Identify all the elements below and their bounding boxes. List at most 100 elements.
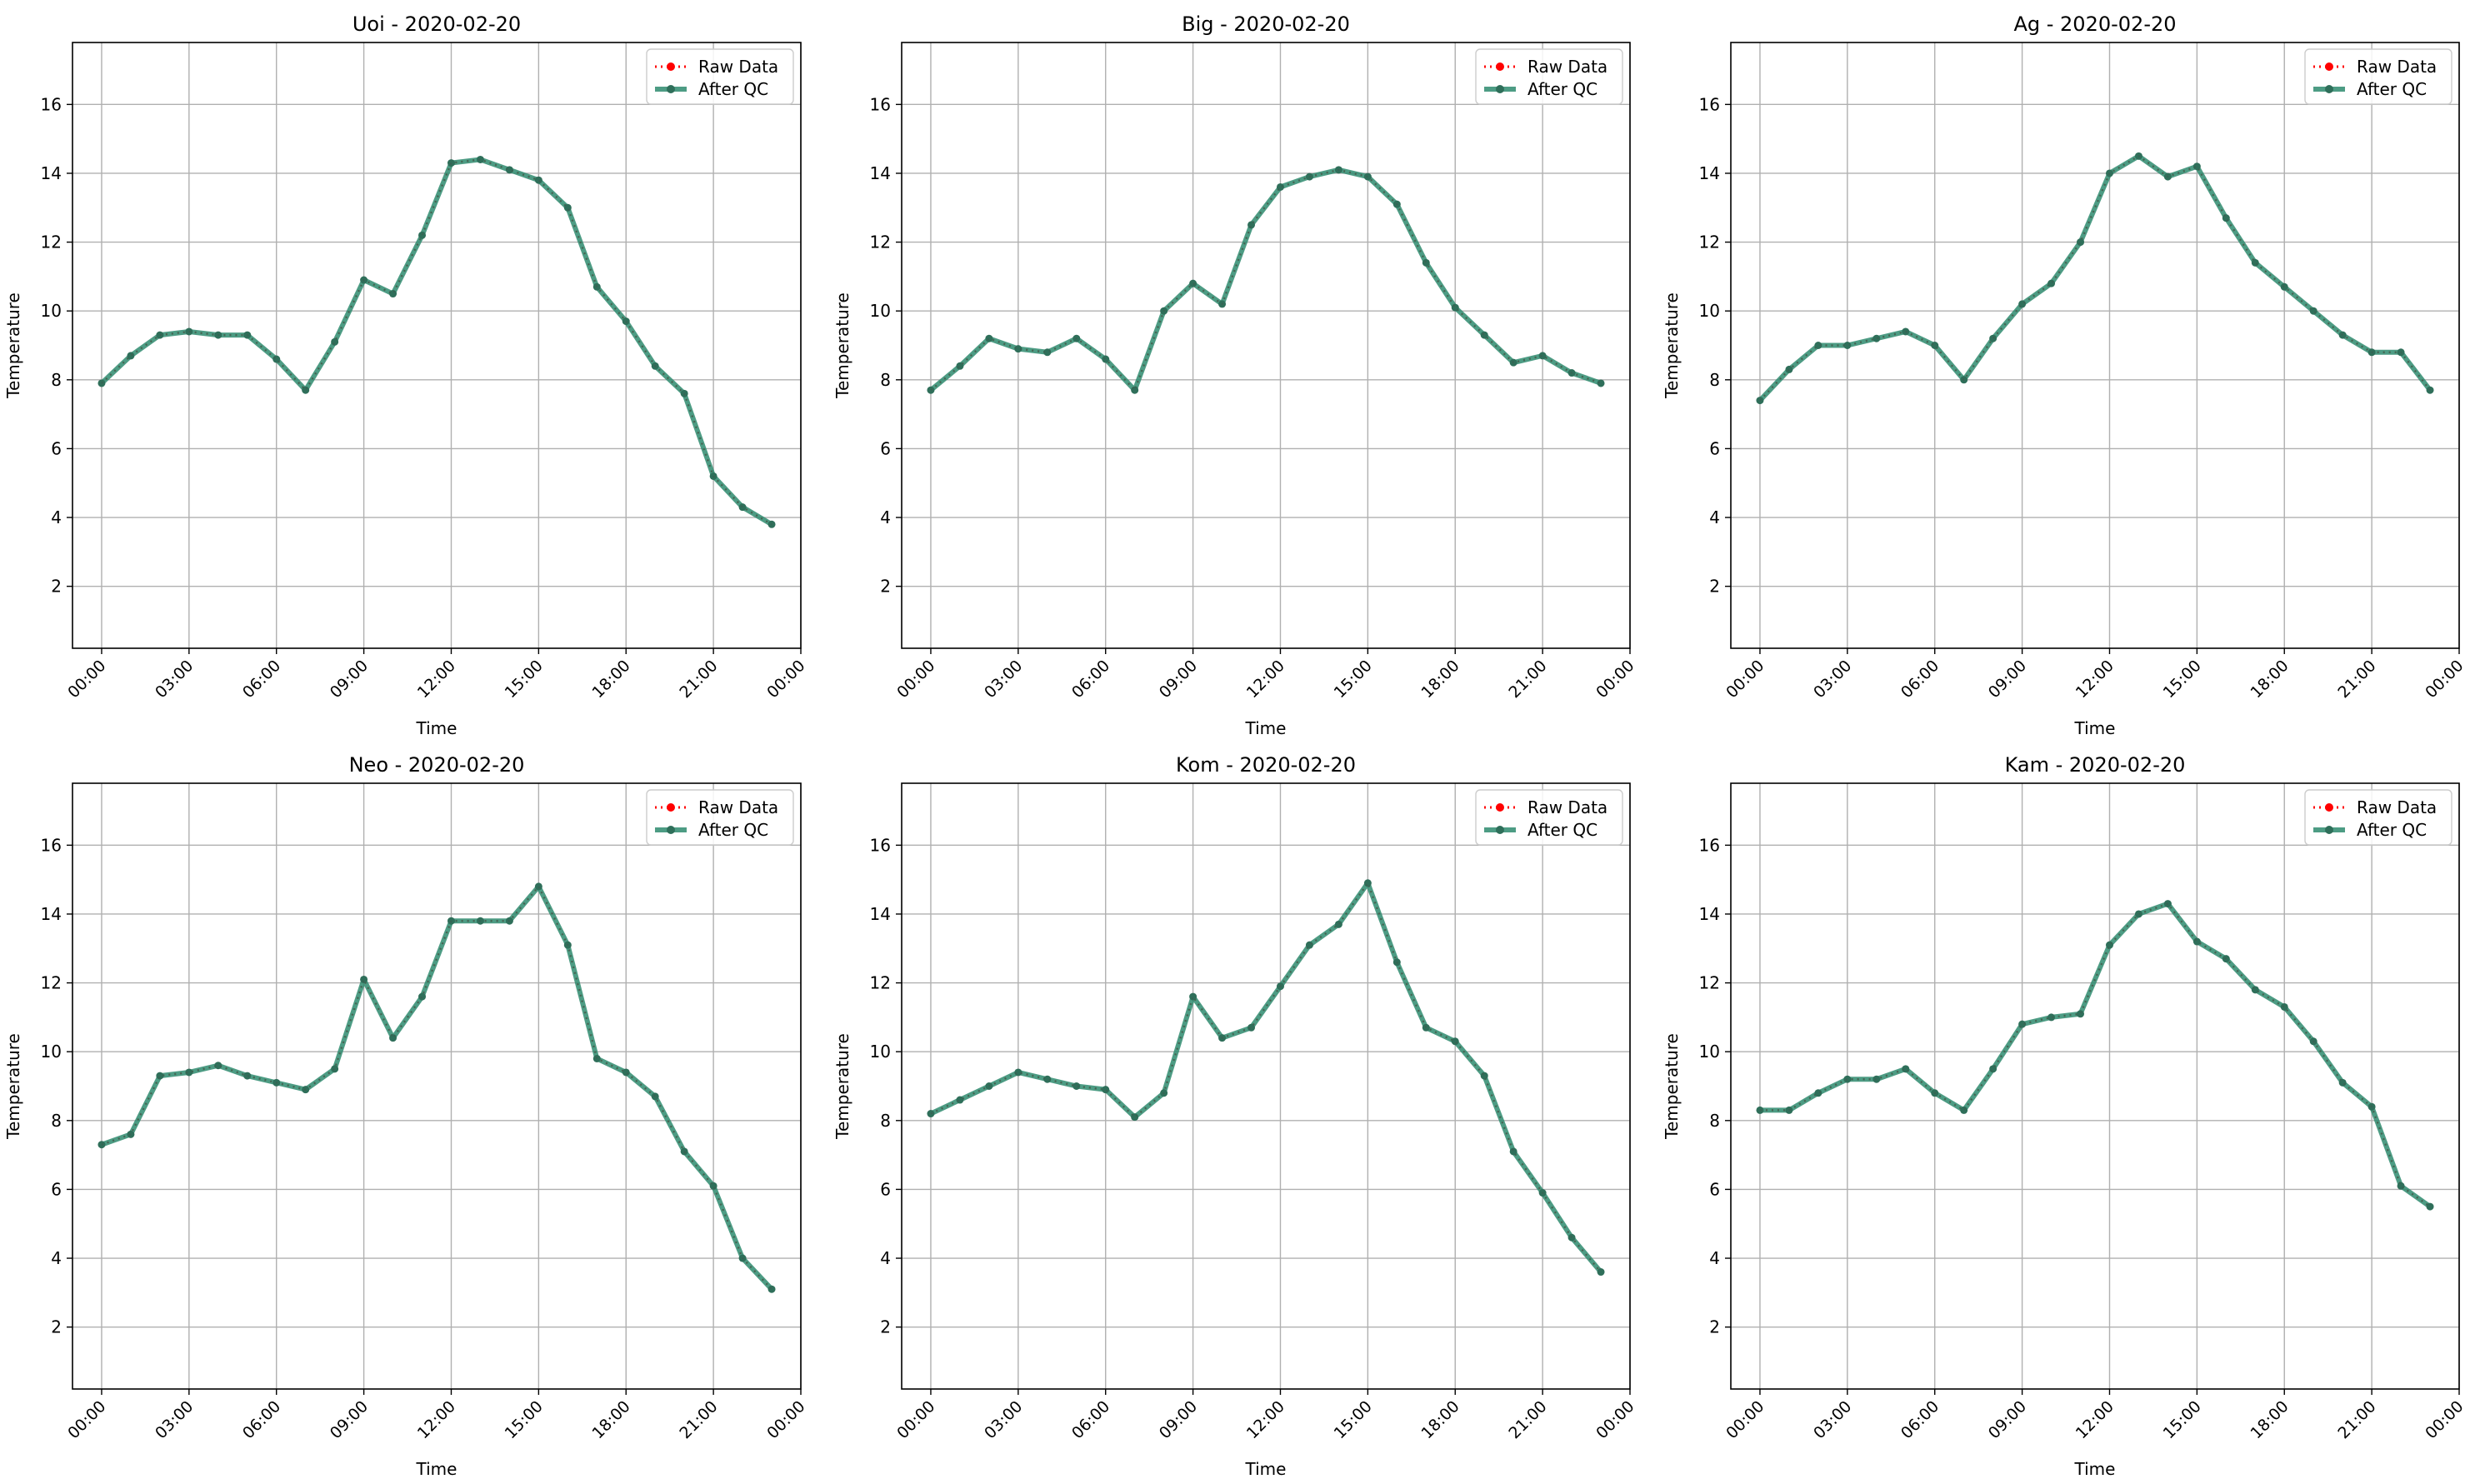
after-qc-point [1872, 1075, 1881, 1083]
legend-qc-label: After QC [2357, 820, 2427, 840]
after-qc-point [476, 155, 484, 163]
after-qc-point [1102, 1086, 1110, 1094]
after-qc-point [331, 1065, 339, 1073]
legend-raw-label: Raw Data [1528, 797, 1608, 817]
x-tick-label: 03:00 [152, 657, 197, 702]
x-tick-label: 06:00 [1068, 1397, 1113, 1442]
y-tick-label: 8 [1709, 370, 1720, 390]
after-qc-point [1960, 1106, 1968, 1114]
after-qc-point [156, 331, 164, 339]
after-qc-point [1102, 355, 1110, 363]
legend-raw-marker [1496, 62, 1504, 71]
after-qc-point [2426, 1202, 2434, 1211]
x-tick-label: 06:00 [1068, 657, 1113, 702]
raw-data-line [1759, 154, 2432, 402]
x-tick-label: 00:00 [1592, 657, 1638, 702]
after-qc-point [1872, 334, 1881, 342]
after-qc-point [1480, 331, 1488, 339]
y-tick-label: 6 [1709, 1179, 1720, 1199]
x-axis-label: Time [2074, 1459, 2116, 1479]
chart-panel-2: 00:00 03:00 06:00 09:00 12:00 15:00 18:00 21:00… [1662, 12, 2468, 738]
y-tick-label: 16 [870, 835, 891, 855]
after-qc-point [1814, 342, 1822, 349]
x-tick-label: 00:00 [64, 657, 109, 702]
x-tick-label: 15:00 [502, 1397, 547, 1442]
legend-qc-marker [667, 826, 675, 834]
y-tick-label: 16 [1699, 94, 1720, 114]
after-qc-point [1422, 1023, 1430, 1032]
y-tick-label: 10 [870, 1042, 891, 1062]
y-tick-label: 10 [1699, 301, 1720, 321]
after-qc-point [738, 503, 747, 512]
y-axis-label: Temperature [1662, 1033, 1682, 1140]
after-qc-point [1843, 342, 1852, 349]
after-qc-point [592, 1054, 601, 1062]
x-tick-label: 09:00 [327, 657, 372, 702]
legend-raw-label: Raw Data [698, 797, 778, 817]
after-qc-point [1538, 352, 1547, 360]
x-tick-label: 15:00 [1331, 657, 1376, 702]
y-tick-label: 14 [870, 904, 891, 924]
chart-panel-0: 00:00 03:00 06:00 09:00 12:00 15:00 18:00 21:00… [3, 12, 809, 738]
y-tick-label: 16 [870, 94, 891, 114]
after-qc-point [2192, 162, 2201, 171]
x-tick-label: 00:00 [2422, 1397, 2467, 1442]
after-qc-point [534, 176, 542, 184]
after-qc-point [1451, 1037, 1459, 1046]
x-tick-label: 06:00 [1898, 657, 1942, 702]
after-qc-point [1785, 365, 1793, 373]
x-tick-label: 03:00 [1810, 657, 1855, 702]
raw-data-overlay [101, 885, 772, 1290]
axes-frame [1730, 782, 2460, 1390]
after-qc-point [1189, 279, 1198, 287]
x-axis-label: Time [1245, 718, 1287, 738]
x-tick-label: 12:00 [2072, 1397, 2118, 1442]
x-tick-label: 18:00 [588, 1397, 633, 1442]
legend-raw-marker [1496, 803, 1504, 812]
x-tick-label: 12:00 [1243, 657, 1288, 702]
y-tick-label: 8 [51, 370, 62, 390]
after-qc-line [99, 157, 773, 527]
x-tick-label: 03:00 [1810, 1397, 1855, 1442]
x-tick-label: 00:00 [1722, 657, 1768, 702]
legend-raw-label: Raw Data [698, 57, 778, 77]
after-qc-point [505, 166, 513, 174]
chart-title: Neo - 2020-02-20 [349, 753, 525, 777]
chart-title: Kom - 2020-02-20 [1176, 753, 1356, 777]
y-axis-label: Temperature [3, 1033, 23, 1140]
y-tick-label: 2 [880, 1317, 891, 1337]
legend-qc-label: After QC [698, 79, 768, 99]
x-tick-label: 12:00 [1243, 1397, 1288, 1442]
x-tick-label: 00:00 [2422, 657, 2467, 702]
after-qc-line [1759, 901, 2432, 1209]
axes-frame [901, 42, 1631, 649]
x-tick-label: 21:00 [676, 1397, 721, 1442]
legend-raw-marker [667, 803, 675, 812]
chart-title: Uoi - 2020-02-20 [352, 12, 521, 36]
x-tick-label: 00:00 [763, 1397, 808, 1442]
after-qc-point [214, 1062, 222, 1070]
x-tick-label: 03:00 [152, 1397, 197, 1442]
after-qc-point [1131, 386, 1139, 394]
y-tick-label: 10 [870, 301, 891, 321]
x-tick-label: 00:00 [64, 1397, 109, 1442]
after-qc-point [680, 1147, 688, 1156]
y-tick-label: 2 [880, 577, 891, 597]
after-qc-point [2105, 941, 2113, 949]
after-qc-point [1334, 920, 1342, 928]
x-tick-label: 18:00 [2247, 657, 2292, 702]
x-tick-label: 21:00 [2334, 657, 2379, 702]
x-tick-label: 15:00 [1331, 1397, 1376, 1442]
after-qc-point [389, 290, 398, 298]
x-tick-label: 18:00 [1418, 1397, 1462, 1442]
after-qc-point [2280, 1002, 2288, 1011]
y-tick-label: 8 [51, 1111, 62, 1131]
x-tick-label: 15:00 [2160, 1397, 2205, 1442]
after-qc-point [127, 1130, 135, 1138]
axes-frame [72, 42, 802, 649]
after-qc-line [1758, 153, 2432, 402]
y-tick-label: 14 [870, 163, 891, 183]
after-qc-point [1480, 1072, 1488, 1080]
